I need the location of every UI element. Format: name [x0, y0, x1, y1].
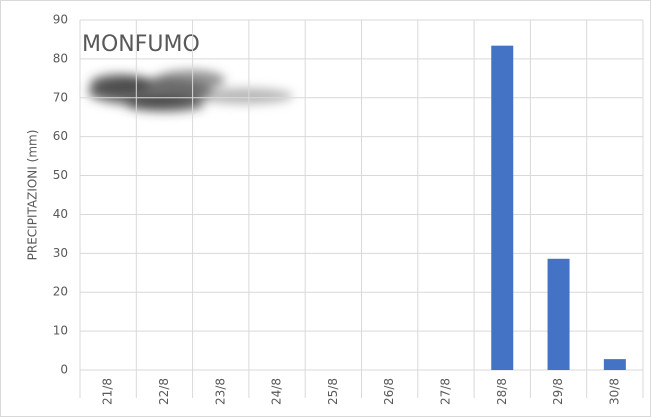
x-tick-label: 23/8 — [213, 378, 227, 405]
bar — [547, 258, 570, 370]
y-tick-label: 60 — [53, 129, 68, 143]
y-tick-label: 30 — [53, 246, 68, 260]
x-tick-label: 30/8 — [607, 378, 621, 405]
x-tick-label: 27/8 — [438, 378, 452, 405]
x-tick-label: 26/8 — [382, 378, 396, 405]
y-tick-label: 0 — [60, 363, 68, 377]
y-tick-label: 50 — [53, 168, 68, 182]
x-tick-label: 29/8 — [551, 378, 565, 405]
bar — [603, 359, 626, 370]
y-tick-label: 20 — [53, 285, 68, 299]
bar — [491, 45, 514, 371]
y-tick-label: 90 — [53, 13, 68, 27]
x-tick-label: 25/8 — [326, 378, 340, 405]
x-tick-label: 21/8 — [101, 378, 115, 405]
y-tick-label: 80 — [53, 51, 68, 65]
x-tick-label: 22/8 — [157, 378, 171, 405]
cloud-decoration — [88, 70, 293, 112]
y-axis-label: PRECIPITAZIONI (mm) — [26, 130, 40, 261]
y-tick-label: 40 — [53, 207, 68, 221]
y-tick-label: 10 — [53, 324, 68, 338]
chart-title: MONFUMO — [82, 32, 200, 57]
y-tick-label: 70 — [53, 90, 68, 104]
x-tick-label: 24/8 — [270, 378, 284, 405]
x-tick-label: 28/8 — [495, 378, 509, 405]
